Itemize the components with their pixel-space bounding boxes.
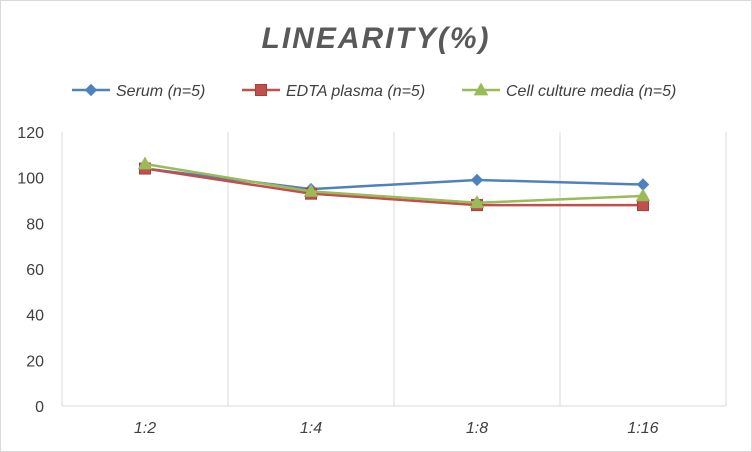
y-tick-label: 20 xyxy=(26,353,44,370)
legend-label: EDTA plasma (n=5) xyxy=(286,83,425,100)
chart-title: LINEARITY(%) xyxy=(262,22,491,55)
legend-item: Serum (n=5) xyxy=(72,83,205,100)
legend-label: Serum (n=5) xyxy=(116,83,205,100)
x-tick-label: 1:2 xyxy=(134,420,156,437)
y-axis-tick-labels: 0 20 40 60 80 100 120 xyxy=(17,125,44,416)
legend-item: EDTA plasma (n=5) xyxy=(242,83,425,100)
y-tick-label: 100 xyxy=(17,171,44,188)
legend: Serum (n=5) EDTA plasma (n=5) Cell culture… xyxy=(72,82,676,100)
legend-label: Cell culture media (n=5) xyxy=(506,83,676,100)
x-tick-label: 1:8 xyxy=(466,420,488,437)
y-tick-label: 40 xyxy=(26,308,44,325)
x-tick-label: 1:16 xyxy=(627,420,658,437)
series-group xyxy=(137,156,651,212)
legend-marker xyxy=(255,84,267,96)
data-point-marker xyxy=(469,195,485,209)
grid-lines xyxy=(61,132,727,407)
series-line xyxy=(144,162,644,205)
data-point-marker xyxy=(137,156,153,170)
data-point-marker xyxy=(303,183,319,197)
y-tick-label: 80 xyxy=(26,216,44,233)
series-3 xyxy=(137,156,651,209)
x-tick-label: 1:4 xyxy=(300,420,322,437)
series-line xyxy=(144,167,643,207)
y-tick-label: 60 xyxy=(26,262,44,279)
legend-marker xyxy=(84,83,98,97)
data-point-marker xyxy=(636,178,650,191)
y-tick-label: 0 xyxy=(35,399,44,416)
data-point-marker xyxy=(470,173,484,187)
legend-marker xyxy=(473,82,489,96)
legend-item: Cell culture media (n=5) xyxy=(462,82,676,100)
data-point-marker xyxy=(635,188,651,202)
x-axis-tick-labels: 1:2 1:4 1:8 1:16 xyxy=(134,420,659,437)
y-tick-label: 120 xyxy=(17,125,44,142)
